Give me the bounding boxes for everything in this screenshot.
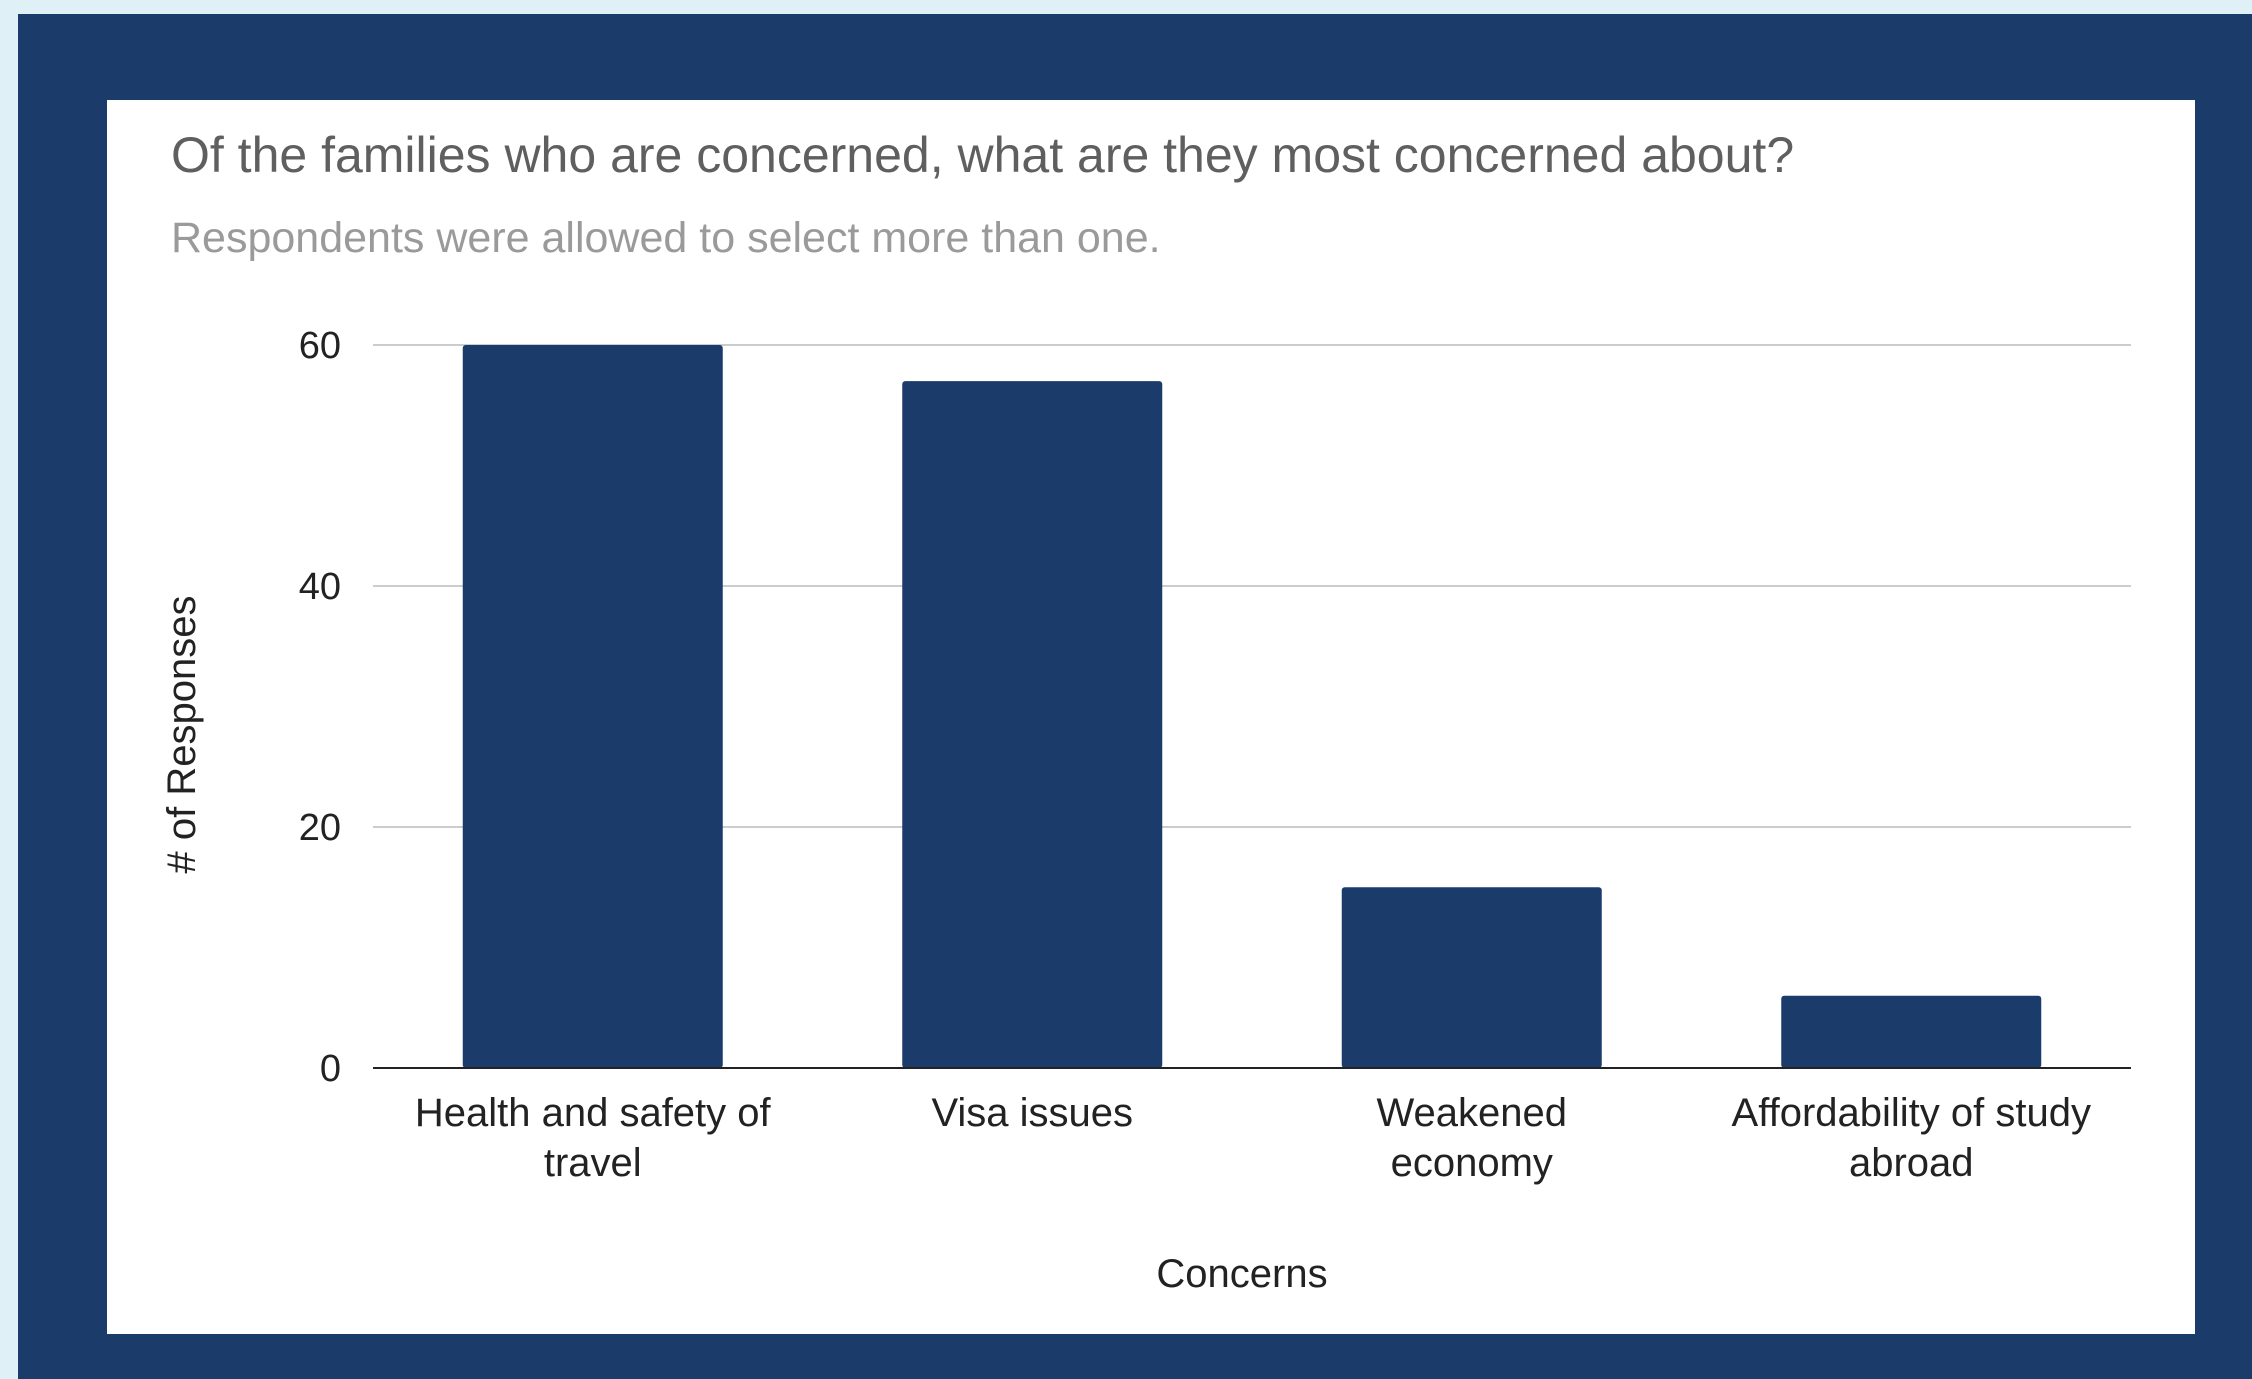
x-category-label-line: Affordability of study <box>1732 1091 2091 1135</box>
x-category-label: Health and safety of travel <box>415 1091 772 1185</box>
bar <box>1341 887 1602 1068</box>
y-axis-title: # of Responses <box>160 596 204 874</box>
x-category-label-line: Weakened <box>1376 1091 1567 1135</box>
x-category-label-line: Visa issues <box>931 1091 1133 1135</box>
x-category-label-line: travel <box>544 1141 642 1185</box>
x-category-label-line: economy <box>1391 1141 1553 1185</box>
y-tick-label: 0 <box>320 1048 341 1090</box>
x-category-label-line: Health and safety of <box>415 1091 772 1135</box>
x-category-label: Affordability of study abroad <box>1732 1091 2091 1185</box>
bar <box>902 381 1163 1068</box>
x-category-label-line: abroad <box>1849 1141 1974 1185</box>
x-axis-title: Concerns <box>1156 1252 1327 1296</box>
chart-subtitle: Respondents were allowed to select more … <box>171 214 1161 262</box>
bars <box>462 345 2042 1068</box>
bar <box>462 345 723 1068</box>
bar <box>1781 995 2042 1068</box>
y-tick-label: 40 <box>299 566 341 608</box>
bar-chart: Of the families who are concerned, what … <box>160 127 2131 1296</box>
x-category-label: Visa issues <box>931 1091 1133 1135</box>
y-tick-label: 20 <box>299 807 341 849</box>
chart-frame: Of the families who are concerned, what … <box>18 14 2252 1379</box>
x-category-label: Weakened economy <box>1376 1091 1567 1185</box>
y-axis-ticks: 0 20 40 60 <box>299 325 341 1090</box>
chart-card: Of the families who are concerned, what … <box>107 100 2195 1334</box>
y-tick-label: 60 <box>299 325 341 367</box>
chart-title: Of the families who are concerned, what … <box>171 127 1794 183</box>
x-axis-categories: Health and safety of travel Visa issues Wea… <box>415 1091 2091 1185</box>
